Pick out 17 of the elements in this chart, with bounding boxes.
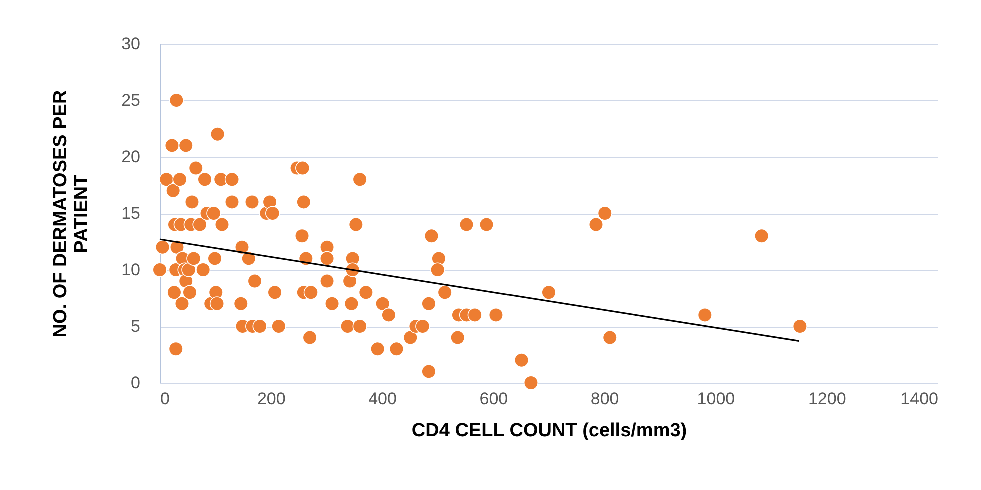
x-tick-label: 1000 (697, 390, 736, 408)
y-tick-label: 15 (122, 204, 140, 223)
y-tick-label: 0 (131, 374, 140, 392)
y-axis-title: NO. OF DERMATOSES PER PATIENT (50, 90, 93, 338)
y-tick-label: 5 (131, 317, 140, 336)
x-tick-label: 1400 (900, 390, 938, 408)
y-tick-label: 20 (122, 148, 140, 166)
y-tick-label: 25 (122, 91, 140, 110)
x-axis-title: CD4 CELL COUNT (cells/mm3) (412, 420, 688, 442)
x-tick-label: 400 (368, 390, 397, 408)
x-tick-label: 800 (590, 390, 620, 408)
x-tick-label: 200 (257, 390, 286, 408)
x-tick-label: 600 (480, 390, 508, 408)
y-tick-label: 10 (122, 260, 140, 280)
x-tick-label: 0 (160, 390, 170, 408)
y-tick-label: 30 (122, 34, 140, 54)
x-tick-label: 1200 (808, 390, 846, 408)
